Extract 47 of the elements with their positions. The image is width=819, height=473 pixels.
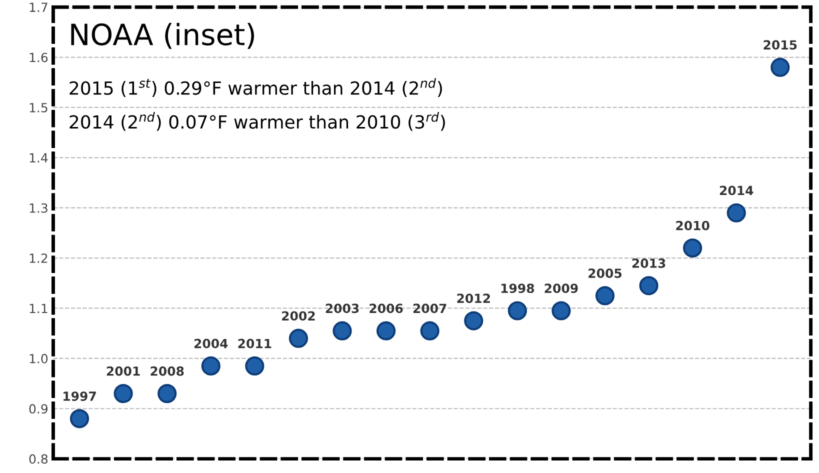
x-tick-label: 1998 [501,284,534,294]
y-tick-label: 1.5 [30,103,48,112]
point [420,321,440,340]
point [726,203,746,222]
y-tick-label: 1.1 [30,304,48,313]
y-tick-label: 1.6 [30,52,48,62]
y-tick-label: 1.2 [30,254,48,263]
point [639,276,658,296]
x-tick-label: 2006 [370,304,403,314]
x-tick-label: 2004 [194,338,228,348]
point [158,384,177,404]
y-tick-label: 0.8 [29,454,48,464]
point [552,301,571,320]
x-tick-label: 1997 [64,392,96,401]
y-tick-label: 1.4 [30,153,48,162]
x-tick-label: 2003 [326,304,359,314]
x-tick-label: 2002 [282,311,315,321]
y-tick-label: 1.0 [30,354,48,364]
point [332,321,352,340]
x-tick-label: 2015 [764,40,797,50]
x-tick-label: 2009 [544,284,578,294]
x-tick-label: 2011 [238,338,272,348]
point [245,356,264,376]
x-tick-label: 2010 [676,220,710,230]
point [464,311,484,330]
point [770,58,790,77]
annotation: 2015 (1$^{st}$) 0.29°F warmer than 2014 (2$^{nd}$) [70,78,442,98]
x-tick-label: 2014 [720,186,754,196]
point [508,301,527,320]
y-tick-label: 0.9 [29,404,48,414]
y-tick-label: 1.3 [30,203,48,213]
point [683,238,702,258]
x-tick-label: 2008 [150,366,184,376]
y-tick-label: 1.7 [30,2,48,12]
chart-title: NOAA (inset) [71,22,254,49]
point [114,384,133,404]
point [595,286,615,306]
point [70,409,90,428]
point [288,328,308,348]
annotation: 2014 (2$^{nd}$) 0.07°F warmer than 2010 (3$^{rd}$) [70,112,445,131]
x-tick-label: 2012 [457,294,490,304]
x-tick-label: 2005 [588,268,622,278]
x-tick-label: 2013 [632,258,666,268]
x-tick-label: 2007 [413,304,446,314]
point [201,356,220,376]
point [376,321,396,340]
x-tick-label: 2001 [106,366,140,376]
